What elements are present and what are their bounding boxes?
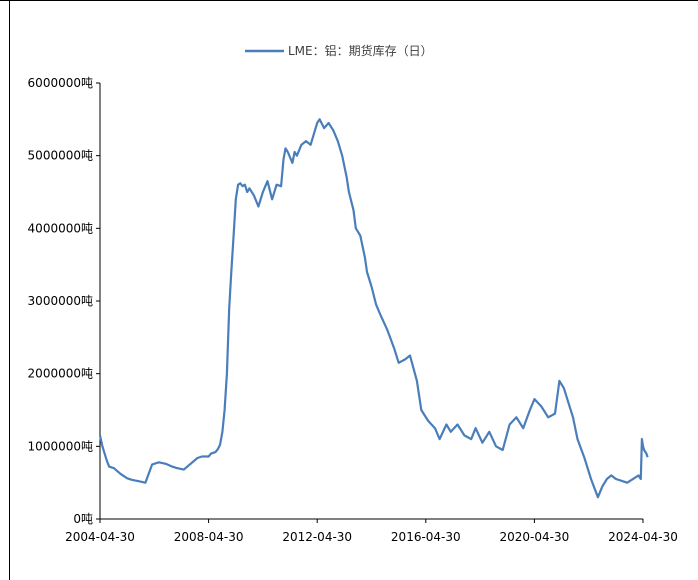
x-tick-label: 2004-04-30 <box>65 530 135 544</box>
y-tick-label: 1000000吨 <box>28 439 93 453</box>
chart-legend: LME：铝：期货库存（日） <box>245 43 433 58</box>
frame-top-border <box>0 0 698 1</box>
y-tick-label: 6000000吨 <box>28 76 93 90</box>
y-tick-label: 2000000吨 <box>28 367 93 381</box>
series-line <box>98 118 649 499</box>
y-tick-label: 4000000吨 <box>28 221 93 235</box>
y-tick-label: 0吨 <box>73 512 93 526</box>
y-axis-ticks: 0吨 1000000吨 2000000吨 3000000吨 4000000吨 500000… <box>28 76 100 526</box>
x-axis-ticks: 2004-04-30 2008-04-30 2012-04-30 2016-04-30… <box>65 519 678 544</box>
x-tick-label: 2020-04-30 <box>500 530 570 544</box>
x-tick-label: 2016-04-30 <box>391 530 461 544</box>
y-tick-label: 5000000吨 <box>28 149 93 163</box>
y-tick-label: 3000000吨 <box>28 294 93 308</box>
frame-left-border <box>9 0 10 580</box>
chart-axes <box>99 83 643 520</box>
x-tick-label: 2012-04-30 <box>282 530 352 544</box>
plot-area <box>98 118 649 499</box>
legend-label: LME：铝：期货库存（日） <box>288 43 433 58</box>
x-tick-label: 2008-04-30 <box>174 530 244 544</box>
x-tick-label: 2024-04-30 <box>608 530 678 544</box>
